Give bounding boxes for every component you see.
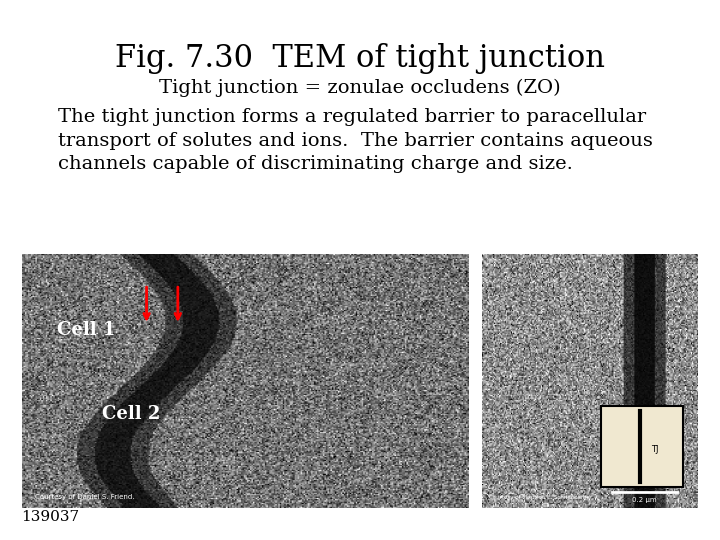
Text: The tight junction forms a regulated barrier to paracellular
transport of solute: The tight junction forms a regulated bar… — [58, 108, 652, 173]
Text: Fig. 7.30  TEM of tight junction: Fig. 7.30 TEM of tight junction — [115, 43, 605, 74]
Text: 0.2 μm: 0.2 μm — [632, 497, 657, 503]
Text: Cell 1: Cell 1 — [58, 321, 116, 339]
Text: Courtesy of Ekatrina E. Schneeberger: Courtesy of Ekatrina E. Schneeberger — [489, 495, 592, 500]
FancyBboxPatch shape — [601, 406, 683, 487]
Text: Courtesy of Daniel S. Friend.: Courtesy of Daniel S. Friend. — [35, 494, 135, 500]
Text: 139037: 139037 — [22, 510, 80, 524]
Text: Tight junction = zonulae occludens (ZO): Tight junction = zonulae occludens (ZO) — [159, 78, 561, 97]
Text: Cell 2: Cell 2 — [102, 405, 161, 423]
Text: TJ: TJ — [651, 445, 658, 454]
